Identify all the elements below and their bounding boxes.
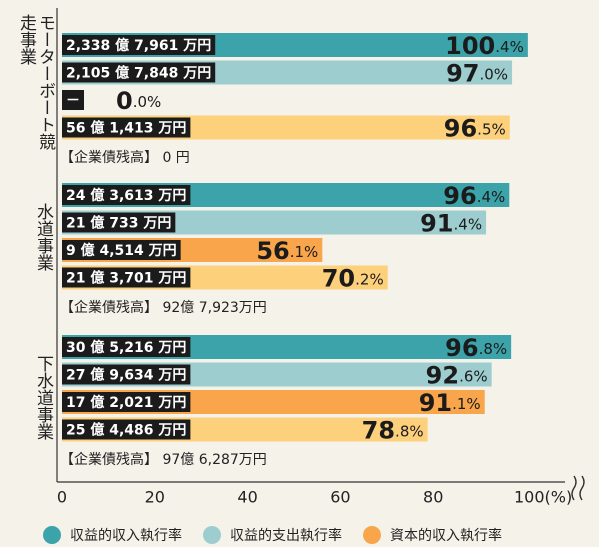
amount-box [62,62,216,83]
value-label: 100.4% [445,32,524,60]
legend-label: 収益的支出執行率 [230,527,342,544]
amount-box [62,117,191,138]
value-label: 97.0% [446,60,508,88]
amount-label: 2,338 億 7,961 万円 [66,37,211,54]
value-label: 91.1% [419,389,481,417]
x-tick-label: 100(%) [514,488,572,507]
amount-label: 21 億 733 万円 [66,215,171,232]
legend-label: 資本的収入執行率 [390,527,502,544]
value-label: 78.8% [362,417,424,445]
amount-box [62,337,191,357]
debt-note: 【企業債残高】 0 円 [60,149,190,166]
amount-box [62,185,191,205]
legend-label: 収益的収入執行率 [70,527,182,544]
legend-swatch [203,526,221,544]
x-tick-label: 40 [237,488,257,507]
value-label: 0.0% [116,87,161,115]
legend-swatch [43,526,61,544]
x-tick-label: 60 [330,488,350,507]
amount-label: 21 億 3,701 万円 [66,270,186,287]
value-label: 92.6% [426,362,488,390]
x-tick-label: 80 [423,488,443,507]
amount-box [62,364,191,385]
group-label: 下水道事業 [33,355,53,440]
amount-box [62,392,191,412]
legend-swatch [363,526,381,544]
amount-label: 2,105 億 7,848 万円 [66,65,211,82]
amount-label: 25 億 4,486 万円 [66,422,186,439]
break-mark [571,475,585,501]
amount-label: 56 億 1,413 万円 [66,120,186,137]
value-label: 56.1% [256,237,318,265]
amount-box [62,419,191,440]
amount-label: 17 億 2,021 万円 [66,394,186,411]
amount-label: － [66,93,80,109]
amount-box [62,240,181,260]
amount-label: 30 億 5,216 万円 [66,339,186,356]
x-tick-label: 20 [145,488,165,507]
amount-label: 27 億 9,634 万円 [66,367,186,384]
value-label: 96.4% [443,182,505,210]
amount-box [62,212,176,233]
amount-box [62,90,84,110]
value-label: 91.4% [420,210,482,238]
value-label: 96.5% [444,115,506,143]
amount-box [62,267,191,288]
group-label: モーターボート競走事業 [16,14,55,150]
amount-label: 9 億 4,514 万円 [66,242,177,259]
debt-note: 【企業債残高】 92億 7,923万円 [60,299,267,316]
debt-note: 【企業債残高】 97億 6,287万円 [60,451,267,468]
group-label: 水道事業 [33,203,53,271]
value-label: 96.8% [445,334,507,362]
value-label: 70.2% [322,265,384,293]
amount-box [62,35,216,55]
amount-label: 24 億 3,613 万円 [66,187,186,204]
x-tick-label: 0 [57,488,67,507]
